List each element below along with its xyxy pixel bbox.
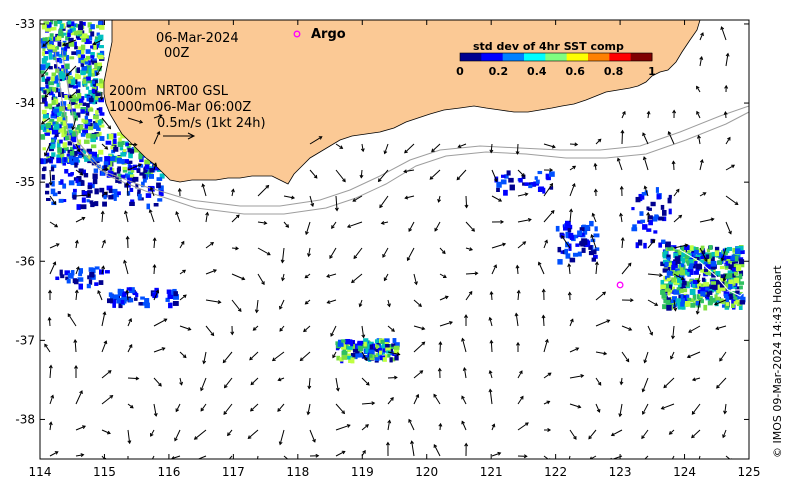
isobath-200m: [54, 49, 749, 207]
x-tick-label: 117: [222, 465, 245, 479]
x-tick-label: 115: [93, 465, 116, 479]
isobath-label-1000m: 1000m: [109, 100, 155, 115]
isobath-1000m: [61, 49, 749, 215]
imos-credit: © IMOS 09-Mar-2024 14:43 Hobart: [771, 265, 784, 458]
colorbar-tick-label: 0.6: [565, 65, 585, 78]
x-tick-label: 118: [286, 465, 309, 479]
x-axis-longitude: 114 115 116 117 118 119 120 121 122 123 124 125: [29, 20, 761, 479]
x-tick-label: 119: [351, 465, 374, 479]
colorbar-tick-label: 0.2: [489, 65, 509, 78]
time-label: 00Z: [164, 46, 190, 61]
product-time: 06-Mar 06:00Z: [155, 100, 251, 115]
argo-legend-icon: [293, 30, 301, 38]
y-tick-label: -35: [15, 175, 35, 189]
argo-legend-label: Argo: [311, 27, 346, 42]
x-tick-label: 122: [544, 465, 567, 479]
colorbar-title: std dev of 4hr SST comp: [473, 40, 624, 53]
y-tick-label: -34: [15, 96, 35, 110]
isobath-label-200m: 200m: [109, 84, 146, 99]
x-tick-label: 120: [415, 465, 438, 479]
y-tick-label: -37: [15, 333, 35, 347]
y-tick-label: -38: [15, 412, 35, 426]
y-tick-label: -33: [15, 17, 35, 31]
colorbar-tick-label: 0.4: [527, 65, 547, 78]
date-label: 06-Mar-2024: [156, 31, 239, 46]
scale-label: 0.5m/s (1kt 24h): [157, 116, 266, 131]
product-label: NRT00 GSL: [156, 84, 229, 99]
x-tick-label: 114: [29, 465, 52, 479]
argo-float-marker: [616, 281, 624, 289]
colorbar-ticks: 0 0.2 0.4 0.6 0.8 1: [456, 65, 656, 78]
colorbar: [459, 52, 653, 62]
y-axis-latitude: -33 -34 -35 -36 -37 -38: [15, 17, 749, 426]
colorbar-tick-label: 1: [648, 65, 656, 78]
x-tick-label: 123: [609, 465, 632, 479]
colorbar-tick-label: 0: [456, 65, 464, 78]
scale-arrow: [163, 132, 196, 140]
current-vectors: [40, 26, 739, 459]
eddy-contour: [679, 249, 747, 297]
x-tick-label: 124: [673, 465, 696, 479]
plot-frame: [39, 19, 750, 460]
x-tick-label: 116: [157, 465, 180, 479]
x-tick-label: 125: [738, 465, 761, 479]
colorbar-tick-label: 0.8: [604, 65, 624, 78]
x-tick-label: 121: [480, 465, 503, 479]
y-tick-label: -36: [15, 254, 35, 268]
